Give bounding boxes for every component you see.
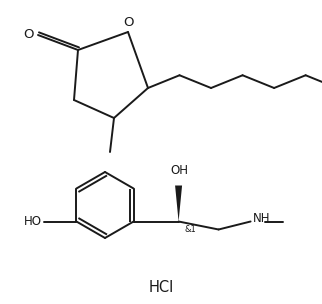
Text: HO: HO — [24, 215, 42, 228]
Polygon shape — [175, 185, 182, 222]
Text: NH: NH — [252, 212, 270, 225]
Text: &1: &1 — [185, 226, 196, 234]
Text: O: O — [124, 16, 134, 29]
Text: OH: OH — [171, 164, 189, 177]
Text: HCl: HCl — [148, 279, 174, 295]
Text: O: O — [24, 29, 34, 42]
